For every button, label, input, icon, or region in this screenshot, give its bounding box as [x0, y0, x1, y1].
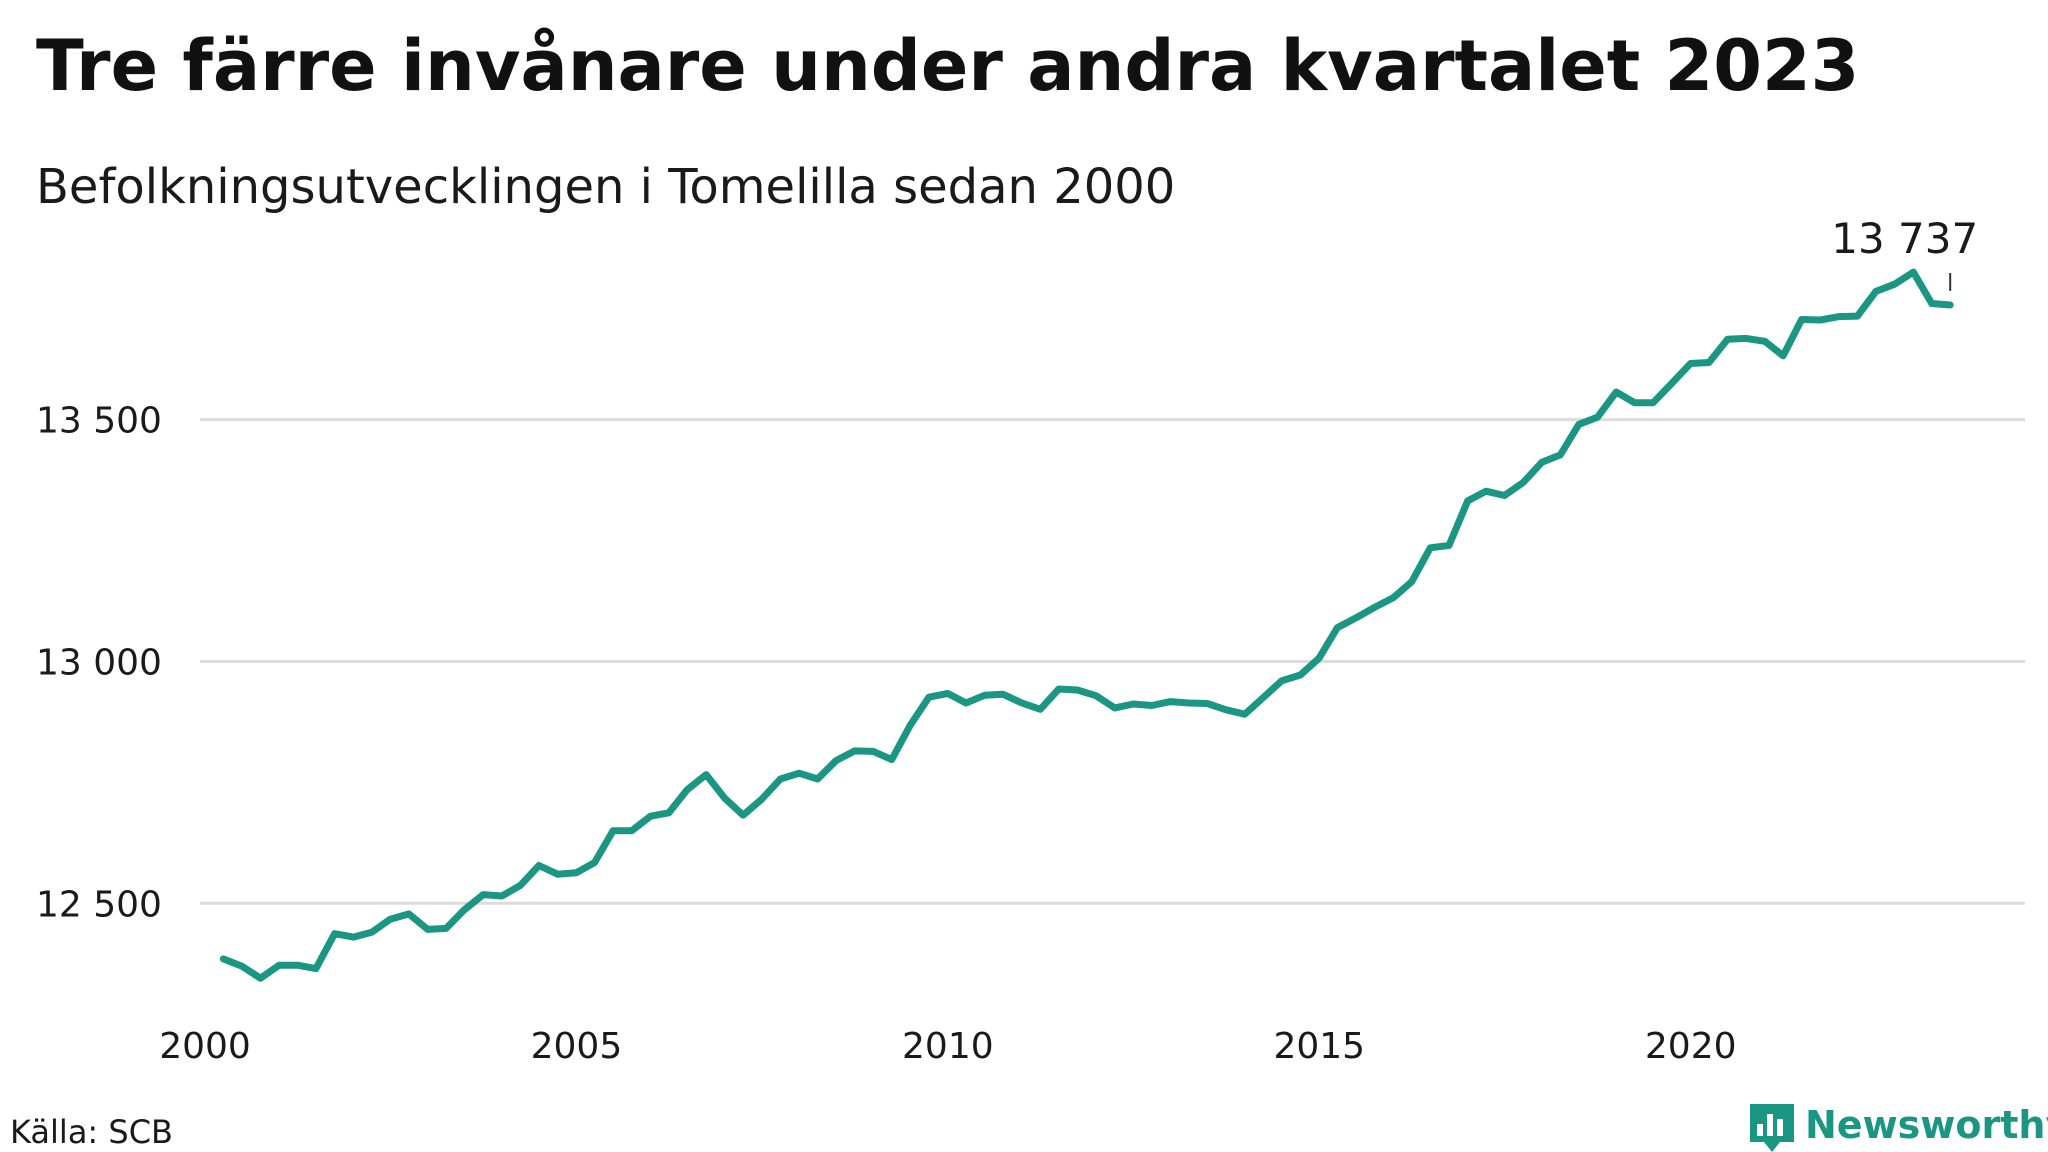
- y-tick-label: 13 500: [36, 401, 162, 442]
- x-axis-ticks: 2000 2005 2010 2015 2020: [159, 1026, 1736, 1067]
- newsworthy-logo-icon: [1750, 1104, 1794, 1152]
- x-tick-label: 2010: [902, 1026, 994, 1067]
- last-value-label: 13 737: [1831, 214, 1978, 263]
- newsworthy-logo-text: Newsworthy: [1805, 1103, 2048, 1147]
- x-tick-label: 2015: [1273, 1026, 1365, 1067]
- y-tick-label: 12 500: [36, 884, 162, 925]
- population-line: [219, 268, 1954, 982]
- newsworthy-logo: Newsworthy: [1750, 1103, 2048, 1152]
- x-tick-label: 2005: [531, 1026, 623, 1067]
- x-tick-label: 2000: [159, 1026, 251, 1067]
- x-tick-label: 2020: [1645, 1026, 1737, 1067]
- chart-subtitle: Befolkningsutvecklingen i Tomelilla seda…: [36, 159, 1175, 215]
- y-axis-ticks: 12 500 13 000 13 500: [36, 401, 162, 926]
- chart-title: Tre färre invånare under andra kvartalet…: [36, 25, 1859, 107]
- source-note: Källa: SCB: [10, 1113, 173, 1151]
- y-tick-label: 13 000: [36, 642, 162, 683]
- gridlines: [200, 418, 2025, 905]
